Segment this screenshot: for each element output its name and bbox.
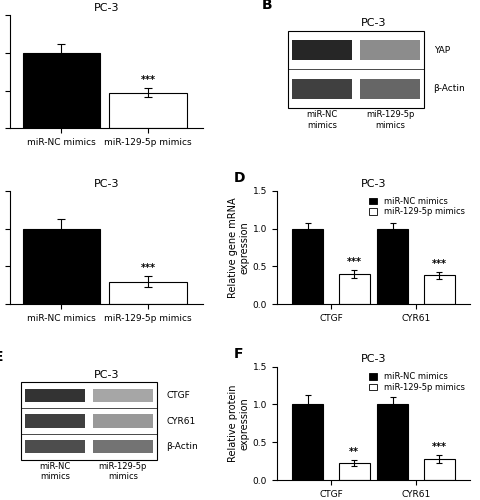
- Title: PC-3: PC-3: [361, 354, 386, 364]
- Text: D: D: [234, 170, 246, 184]
- Bar: [109, 93, 187, 128]
- Text: CTGF: CTGF: [167, 391, 190, 400]
- Text: PC-3: PC-3: [94, 370, 119, 380]
- Text: miR-NC
mimics: miR-NC mimics: [307, 110, 338, 130]
- Text: ***: ***: [140, 263, 156, 273]
- Bar: [93, 388, 153, 402]
- Bar: [292, 40, 352, 60]
- Text: YAP: YAP: [433, 46, 450, 54]
- Bar: [23, 228, 100, 304]
- Bar: [21, 382, 157, 460]
- Bar: [360, 40, 420, 60]
- Text: β-Actin: β-Actin: [433, 84, 466, 93]
- Text: E: E: [0, 350, 4, 364]
- Y-axis label: Relative gene mRNA
expression: Relative gene mRNA expression: [228, 197, 250, 298]
- Text: miR-NC
mimics: miR-NC mimics: [39, 462, 71, 481]
- Title: PC-3: PC-3: [94, 3, 119, 13]
- Legend: miR-NC mimics, miR-129-5p mimics: miR-NC mimics, miR-129-5p mimics: [367, 371, 466, 394]
- Title: PC-3: PC-3: [94, 178, 119, 188]
- Bar: [424, 459, 455, 480]
- Title: PC-3: PC-3: [361, 178, 386, 188]
- Bar: [25, 414, 85, 428]
- Text: B: B: [261, 0, 272, 12]
- Bar: [377, 404, 408, 480]
- Bar: [360, 78, 420, 98]
- Bar: [93, 414, 153, 428]
- Bar: [339, 464, 370, 480]
- Text: ***: ***: [347, 257, 362, 267]
- Bar: [109, 282, 187, 304]
- Legend: miR-NC mimics, miR-129-5p mimics: miR-NC mimics, miR-129-5p mimics: [367, 195, 466, 218]
- Text: miR-129-5p
mimics: miR-129-5p mimics: [366, 110, 414, 130]
- Text: PC-3: PC-3: [361, 18, 386, 28]
- Bar: [23, 53, 100, 128]
- Text: ***: ***: [432, 258, 447, 268]
- Text: ***: ***: [432, 442, 447, 452]
- Bar: [288, 31, 424, 108]
- Text: miR-129-5p
mimics: miR-129-5p mimics: [99, 462, 147, 481]
- Bar: [339, 274, 370, 304]
- Bar: [292, 404, 323, 480]
- Bar: [377, 228, 408, 304]
- Bar: [25, 388, 85, 402]
- Bar: [292, 78, 352, 98]
- Bar: [25, 440, 85, 454]
- Text: ***: ***: [140, 76, 156, 86]
- Bar: [424, 276, 455, 304]
- Y-axis label: Relative protein
expression: Relative protein expression: [228, 384, 250, 462]
- Text: **: **: [349, 448, 359, 458]
- Text: F: F: [234, 346, 244, 360]
- Bar: [93, 440, 153, 454]
- Text: β-Actin: β-Actin: [167, 442, 198, 451]
- Text: CYR61: CYR61: [167, 416, 196, 426]
- Bar: [292, 228, 323, 304]
